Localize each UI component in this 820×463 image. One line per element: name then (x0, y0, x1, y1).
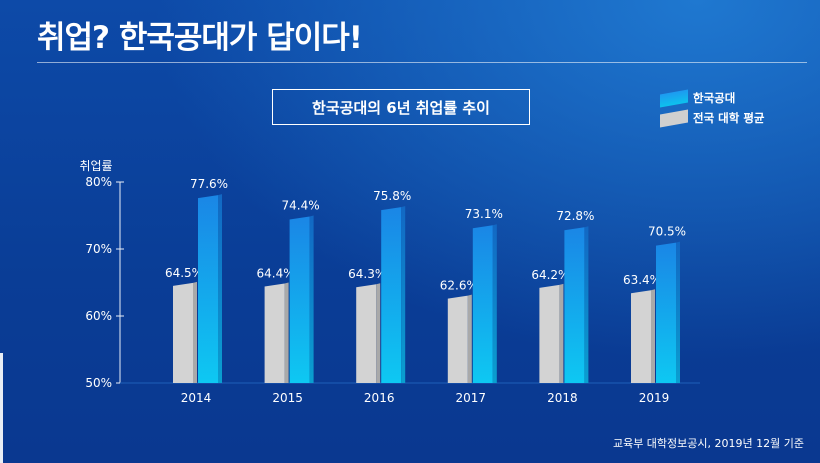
bar-label-kp: 75.8% (373, 189, 411, 203)
bar-label-national-average: 64.5% (165, 266, 203, 280)
legend-label-kp: 한국공대 (693, 91, 736, 105)
legend-label-average: 전국 대학 평균 (693, 111, 765, 125)
bar-kp (381, 207, 402, 383)
x-tick-label: 2017 (456, 391, 487, 405)
bar-national-average (631, 290, 651, 383)
bar-kp-side (676, 241, 680, 383)
bar-national-average (264, 283, 285, 383)
legend: 한국공대 전국 대학 평균 (660, 88, 765, 128)
x-tick-label: 2014 (181, 391, 212, 405)
y-tick-label: 60% (85, 309, 112, 323)
bar-kp (198, 195, 218, 383)
bar-kp-side (584, 226, 589, 383)
bar-national-average-side (193, 281, 197, 383)
x-tick-label: 2016 (364, 391, 395, 405)
bar-national-average (447, 295, 468, 383)
bar-label-kp: 73.1% (465, 207, 503, 221)
y-tick-label: 80% (85, 175, 112, 189)
x-tick-label: 2018 (547, 391, 578, 405)
x-tick-label: 2019 (639, 391, 670, 405)
bar-label-national-average: 62.6% (440, 279, 478, 293)
y-tick-label: 50% (85, 376, 112, 390)
bar-national-average (173, 282, 193, 383)
bar-kp (656, 242, 676, 383)
bar-label-national-average: 63.4% (623, 273, 661, 287)
y-tick-label: 70% (85, 242, 112, 256)
bar-kp-side (309, 215, 314, 383)
bar-label-kp: 77.6% (190, 177, 228, 191)
y-axis-label: 취업률 (79, 159, 112, 173)
bar-kp-side (401, 206, 406, 383)
x-tick-label: 2015 (272, 391, 303, 405)
legend-item-kp: 한국공대 (660, 88, 765, 108)
bar-kp-side (492, 224, 497, 383)
bar-national-average-side (376, 283, 381, 383)
bar-label-kp: 74.4% (282, 199, 320, 213)
title-divider (37, 62, 807, 63)
bar-label-kp: 72.8% (556, 209, 594, 223)
bar-kp (564, 227, 585, 383)
bar-national-average-side (284, 282, 289, 383)
bar-national-average-side (651, 289, 655, 383)
bar-kp (289, 216, 310, 383)
source-note: 교육부 대학정보공시, 2019년 12월 기준 (612, 437, 804, 450)
bar-kp-side (218, 194, 222, 383)
bar-kp (472, 225, 493, 383)
bar-national-average-side (467, 294, 472, 383)
bar-national-average (539, 284, 560, 383)
chart-title: 한국공대의 6년 취업률 추이 (272, 89, 530, 125)
legend-item-average: 전국 대학 평균 (660, 108, 765, 128)
left-edge-strip (0, 353, 3, 463)
bar-national-average (356, 284, 377, 383)
bar-national-average-side (559, 283, 564, 383)
headline: 취업? 한국공대가 답이다! (37, 20, 363, 56)
bar-label-national-average: 64.3% (348, 267, 386, 281)
bar-label-national-average: 64.4% (257, 267, 295, 281)
bar-label-national-average: 64.2% (531, 268, 569, 282)
bar-label-kp: 70.5% (648, 225, 686, 239)
